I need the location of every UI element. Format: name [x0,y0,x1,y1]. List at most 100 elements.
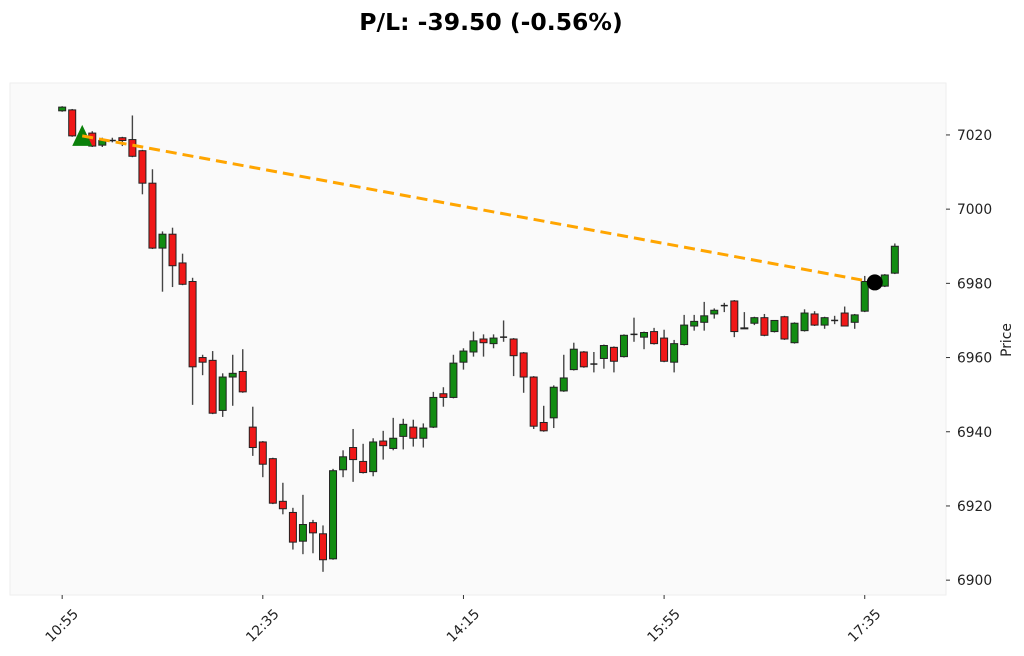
candle-body [208,359,217,414]
candle [389,417,398,451]
candle [178,253,187,286]
candle [238,349,247,393]
candle-body [439,393,448,398]
plot-area [9,82,947,596]
candle-body [68,109,77,137]
candle [188,277,197,405]
candle-body [298,524,307,542]
y-tick-label: 6980 [957,276,992,292]
candle-body [609,346,618,362]
candle [539,405,548,432]
y-axis-label: Price [999,323,1015,357]
x-tick-label: 15:55 [644,606,683,645]
candle-body [228,372,237,378]
candle-body [399,423,408,437]
candle-body [489,337,498,345]
candle [590,351,598,373]
candle [720,302,728,313]
candle [519,351,528,393]
candle [339,450,348,478]
candle-body [700,315,709,323]
candle-body [419,427,428,439]
candle [579,351,588,368]
candle [509,338,518,377]
exit-circle-icon [866,274,883,291]
candle-body [619,334,628,358]
candle-body [288,511,297,543]
candle-body [158,233,167,249]
candle-body [319,533,328,561]
candle [278,482,287,515]
candle [258,441,267,478]
candle [660,329,669,363]
candle [860,275,869,313]
candle [399,418,408,450]
candle [489,334,498,349]
candle-body [750,317,759,324]
candle-body [349,447,358,461]
candle-body [188,280,197,368]
candle [790,322,799,344]
x-tick-label: 12:35 [243,606,282,645]
candle [439,387,448,407]
candle-body [339,456,348,471]
candle-body [569,348,578,371]
candle [831,315,839,325]
x-axis: 10:55 12:35 14:15 15:55 17:35 [42,595,884,646]
candle-body [519,352,528,378]
candle [559,354,568,392]
candle-body [218,376,227,411]
y-tick-label: 7000 [957,202,992,218]
candle [379,430,388,460]
candle [359,443,368,474]
candle [298,494,307,555]
candle-body [178,262,187,285]
candle [369,438,378,477]
candle [128,115,137,158]
chart-title: P/L: -39.50 (-0.56%) [359,8,622,36]
candle-body [449,362,458,398]
candle-body [409,426,418,439]
candle-body [509,338,518,357]
candle-body [680,324,689,346]
candle-body [529,376,538,427]
candle-body [308,522,317,534]
candle-body [258,441,267,465]
candle [319,525,328,572]
candle [500,320,508,342]
candle [710,308,719,319]
candle-body [168,233,177,267]
candle-body [690,320,699,327]
trade-markers [72,124,883,291]
candle-body [860,280,869,312]
candle [640,331,649,350]
y-axis: 6900 6920 6940 6960 6980 7000 7020 [946,128,992,589]
candle [158,231,167,292]
candle [148,169,157,250]
candle [349,428,358,482]
candle [650,327,659,345]
candle [58,106,67,112]
candle-body [890,245,899,274]
candle [760,313,769,337]
candle [890,243,899,275]
candle [449,354,458,399]
candle [108,137,116,143]
candle [609,346,618,373]
candle [780,315,789,340]
candle-body [559,377,568,392]
candle [329,468,338,560]
candle [409,419,418,447]
candle-body [148,182,157,249]
candle [750,316,759,326]
y-tick-label: 6920 [957,499,992,515]
candle-body [198,357,207,363]
candle [680,314,689,346]
candle [690,314,699,331]
candle-body [58,106,67,112]
y-tick-label: 6960 [957,351,992,367]
candle-body [590,363,598,365]
candle-body [248,426,257,449]
candle [599,344,608,369]
candle-body [459,350,468,363]
